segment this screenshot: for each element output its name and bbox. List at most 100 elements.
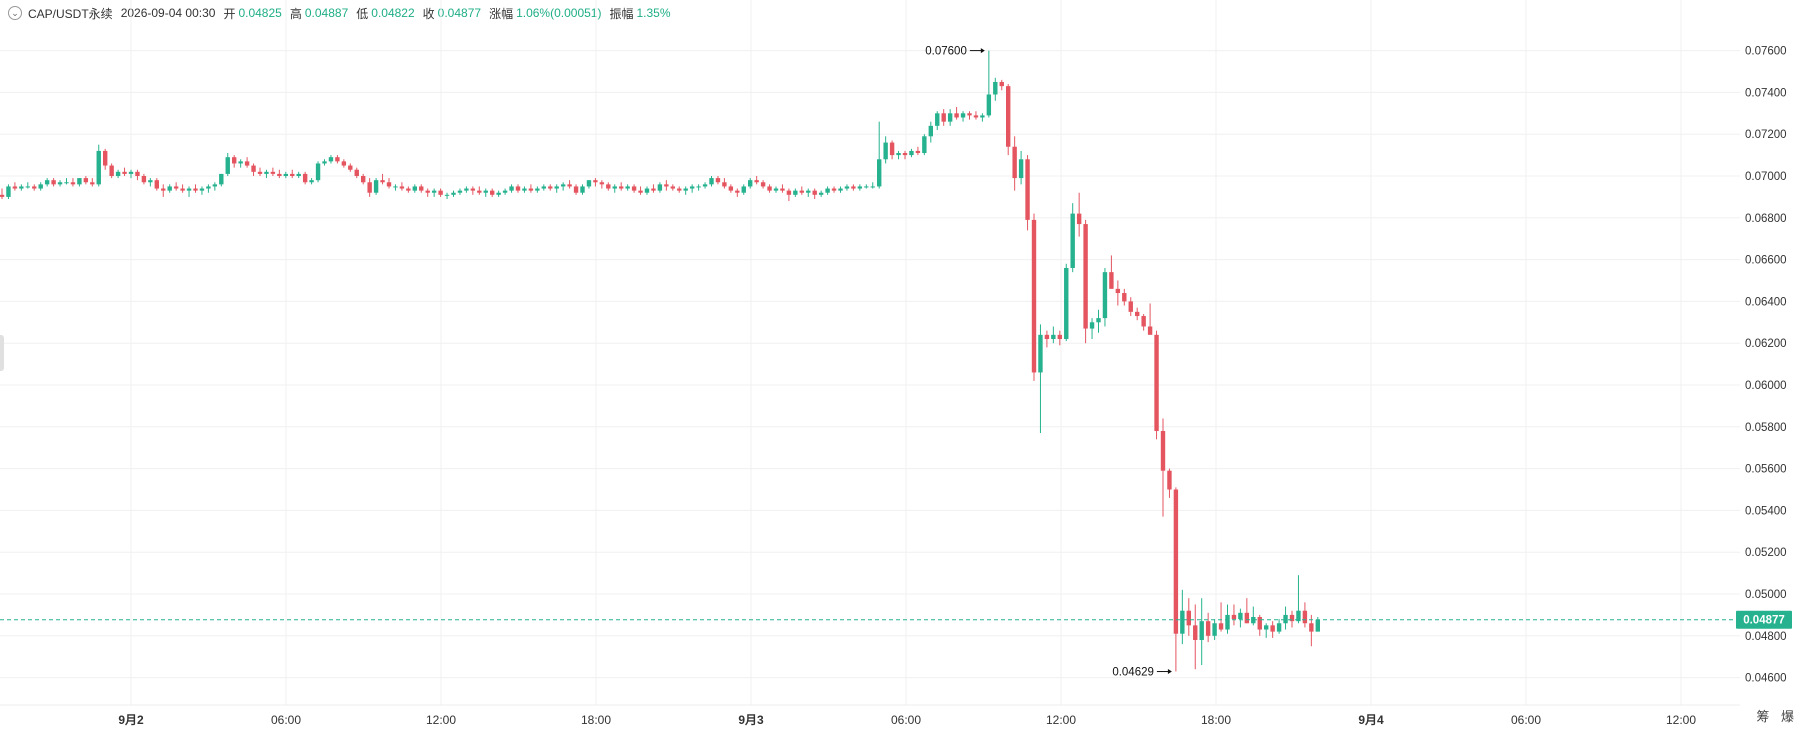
open-value: 0.04825 bbox=[238, 6, 282, 20]
candle-body bbox=[1038, 334, 1043, 373]
candle-body bbox=[657, 184, 663, 191]
candle-body bbox=[541, 186, 546, 189]
left-drag-handle[interactable] bbox=[0, 335, 4, 371]
candle-body bbox=[12, 186, 18, 189]
candle-body bbox=[664, 184, 669, 187]
x-tick-label: 9月4 bbox=[1358, 713, 1384, 727]
candle-body bbox=[612, 186, 617, 189]
candle-body bbox=[889, 142, 895, 156]
candle-body bbox=[257, 171, 263, 174]
candle-body bbox=[1225, 614, 1230, 630]
candle-body bbox=[103, 150, 108, 166]
candle-body bbox=[1218, 623, 1224, 630]
chips-button[interactable]: 筹 bbox=[1756, 709, 1770, 724]
candle-body bbox=[206, 186, 211, 189]
y-tick-label: 0.04600 bbox=[1745, 673, 1787, 685]
candle-body bbox=[619, 186, 624, 189]
candle-body bbox=[161, 188, 166, 191]
candle-body bbox=[1012, 146, 1017, 179]
candle-body bbox=[560, 184, 566, 187]
candle-body bbox=[825, 188, 830, 193]
candle-body bbox=[644, 188, 650, 193]
candle-body bbox=[70, 182, 76, 185]
candle-body bbox=[219, 173, 224, 185]
candle-body bbox=[425, 190, 430, 193]
candle-body bbox=[599, 182, 605, 185]
x-tick-label: 06:00 bbox=[271, 713, 301, 727]
candle-body bbox=[438, 190, 443, 195]
candle-body bbox=[1109, 272, 1114, 289]
candle-body bbox=[728, 186, 734, 191]
candle-body bbox=[799, 190, 804, 193]
candle-datetime: 2026-09-04 00:30 bbox=[120, 6, 216, 20]
candle-body bbox=[999, 81, 1004, 87]
candle-body bbox=[1128, 301, 1133, 312]
candle-body bbox=[864, 186, 869, 188]
candle-body bbox=[1302, 610, 1308, 624]
y-tick-label: 0.06600 bbox=[1745, 255, 1787, 267]
y-tick-label: 0.07400 bbox=[1745, 87, 1787, 99]
candle-body bbox=[1315, 619, 1320, 632]
y-tick-label: 0.07200 bbox=[1745, 129, 1787, 141]
chevron-down-icon[interactable]: ⌄ bbox=[8, 6, 22, 20]
candle-body bbox=[1147, 326, 1153, 335]
candle-body bbox=[38, 184, 43, 189]
candle-body bbox=[1025, 159, 1030, 220]
candle-body bbox=[238, 161, 243, 164]
chart-header: ⌄ CAP/USDT永续 2026-09-04 00:30 开 0.04825 … bbox=[8, 3, 679, 23]
candle-body bbox=[902, 153, 908, 156]
candle-body bbox=[270, 171, 276, 174]
candle-body bbox=[935, 113, 940, 126]
candle-body bbox=[109, 165, 114, 176]
y-tick-label: 0.06800 bbox=[1745, 213, 1787, 225]
candle-body bbox=[51, 180, 56, 185]
candle-body bbox=[1089, 322, 1095, 329]
candle-body bbox=[573, 186, 579, 193]
candle-body bbox=[509, 186, 514, 191]
liquidation-button[interactable]: 爆 bbox=[1780, 709, 1794, 724]
candle-body bbox=[535, 188, 540, 191]
candle-body bbox=[1044, 334, 1050, 340]
y-tick-label: 0.05000 bbox=[1745, 589, 1787, 601]
y-tick-label: 0.05800 bbox=[1745, 422, 1787, 434]
candle-body bbox=[1064, 267, 1069, 340]
y-tick-label: 0.05200 bbox=[1745, 547, 1787, 559]
y-tick-label: 0.05600 bbox=[1745, 464, 1787, 476]
y-tick-label: 0.05400 bbox=[1745, 505, 1787, 517]
low-value: 0.04822 bbox=[371, 6, 415, 20]
candle-body bbox=[670, 186, 675, 189]
corner-buttons: 筹 爆 bbox=[1748, 706, 1794, 725]
candle-body bbox=[393, 186, 398, 188]
symbol-name[interactable]: CAP/USDT永续 bbox=[28, 6, 113, 21]
candle-body bbox=[735, 190, 740, 193]
candle-body bbox=[812, 190, 817, 195]
change-value: 1.06%(0.00051) bbox=[516, 6, 602, 20]
candle-body bbox=[1264, 625, 1269, 630]
candle-body bbox=[167, 186, 172, 191]
candle-body bbox=[115, 171, 121, 176]
candle-body bbox=[831, 188, 837, 191]
y-tick-label: 0.04800 bbox=[1745, 631, 1787, 643]
candle-body bbox=[154, 180, 159, 189]
candle-body bbox=[760, 182, 766, 187]
candle-body bbox=[722, 182, 727, 187]
candle-body bbox=[593, 180, 598, 183]
candle-body bbox=[1018, 159, 1024, 179]
candle-body bbox=[477, 190, 482, 193]
candle-body bbox=[548, 186, 553, 189]
candle-body bbox=[793, 190, 798, 195]
candle-body bbox=[767, 186, 772, 191]
candle-body bbox=[928, 125, 933, 137]
candle-body bbox=[567, 184, 572, 187]
candle-body bbox=[1102, 272, 1108, 319]
candle-body bbox=[1006, 86, 1011, 147]
candle-body bbox=[1173, 489, 1179, 634]
candle-body bbox=[702, 184, 708, 187]
x-tick-label: 18:00 bbox=[581, 713, 611, 727]
candle-body bbox=[1296, 610, 1301, 622]
candle-body bbox=[96, 150, 101, 185]
candle-body bbox=[696, 186, 701, 188]
candle-body bbox=[1257, 616, 1262, 630]
candle-body bbox=[1096, 318, 1101, 323]
